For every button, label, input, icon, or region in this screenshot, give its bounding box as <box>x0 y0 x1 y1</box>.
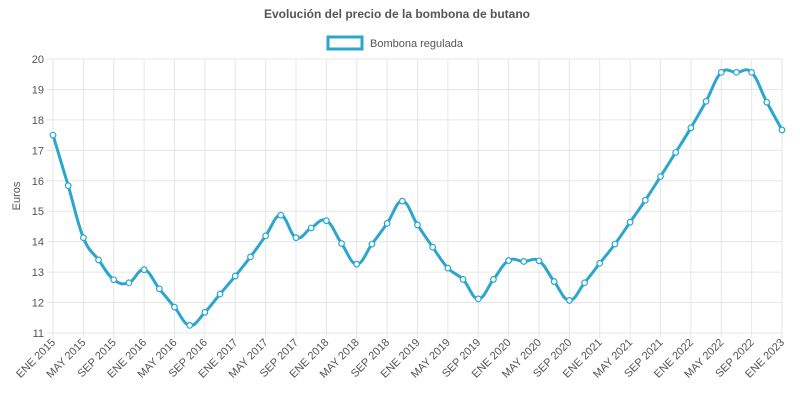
data-point[interactable] <box>186 321 194 329</box>
series-bombona-regulada <box>49 68 786 329</box>
data-point[interactable] <box>687 124 695 132</box>
data-point[interactable] <box>626 218 634 226</box>
data-point[interactable] <box>459 276 467 283</box>
data-point[interactable] <box>490 276 497 283</box>
data-point[interactable] <box>277 211 285 219</box>
y-tick-label: 17 <box>32 145 44 157</box>
data-point[interactable] <box>155 285 163 293</box>
legend[interactable]: Bombona regulada <box>326 35 464 51</box>
legend-label: Bombona regulada <box>370 38 464 50</box>
data-point[interactable] <box>641 196 649 204</box>
data-point[interactable] <box>657 173 664 180</box>
data-point[interactable] <box>611 240 619 248</box>
data-point[interactable] <box>262 232 270 240</box>
data-point[interactable] <box>763 98 771 106</box>
data-point[interactable] <box>398 197 406 205</box>
data-point[interactable] <box>535 257 543 265</box>
data-point[interactable] <box>292 234 300 242</box>
y-tick-label: 12 <box>32 298 44 310</box>
grid-lines <box>47 58 783 338</box>
data-point[interactable] <box>231 272 239 280</box>
y-tick-label: 20 <box>32 54 44 66</box>
y-axis-label: Euros <box>11 181 23 210</box>
y-tick-label: 15 <box>32 206 44 218</box>
y-tick-label: 11 <box>33 328 44 340</box>
data-point[interactable] <box>64 182 72 190</box>
data-point[interactable] <box>307 224 315 232</box>
data-point[interactable] <box>216 290 224 298</box>
legend-swatch <box>326 35 364 51</box>
y-tick-label: 18 <box>32 115 44 127</box>
data-point[interactable] <box>247 253 254 261</box>
data-point[interactable] <box>110 276 118 284</box>
data-point[interactable] <box>201 308 209 316</box>
data-point[interactable] <box>383 219 391 227</box>
data-point[interactable] <box>368 240 376 248</box>
data-point[interactable] <box>125 279 133 287</box>
data-point[interactable] <box>95 256 102 264</box>
data-point[interactable] <box>748 68 756 76</box>
data-point[interactable] <box>414 221 421 229</box>
data-point[interactable] <box>778 126 786 134</box>
y-tick-label: 13 <box>32 267 44 279</box>
data-point[interactable] <box>338 240 345 247</box>
data-point[interactable] <box>520 258 528 265</box>
data-point[interactable] <box>429 243 437 251</box>
data-point[interactable] <box>171 303 178 311</box>
data-point[interactable] <box>702 97 710 105</box>
data-point[interactable] <box>550 278 558 285</box>
data-point[interactable] <box>140 266 148 274</box>
y-tick-label: 14 <box>32 237 44 249</box>
data-point[interactable] <box>596 259 604 267</box>
data-point[interactable] <box>505 257 513 264</box>
y-axis-ticks: 11 12 13 14 15 16 17 18 19 20 <box>32 54 44 340</box>
y-tick-label: 16 <box>32 176 44 188</box>
data-point[interactable] <box>565 297 573 304</box>
y-tick-label: 19 <box>32 84 44 96</box>
chart-title: Evolución del precio de la bombona de bu… <box>264 7 530 21</box>
data-point[interactable] <box>49 131 57 139</box>
data-point[interactable] <box>474 295 482 303</box>
data-point[interactable] <box>322 217 330 225</box>
data-point[interactable] <box>581 279 588 287</box>
data-point[interactable] <box>717 68 725 76</box>
data-point[interactable] <box>79 234 87 242</box>
data-point[interactable] <box>353 260 361 268</box>
data-point[interactable] <box>733 68 740 76</box>
data-point[interactable] <box>444 264 452 272</box>
data-point[interactable] <box>672 149 680 156</box>
